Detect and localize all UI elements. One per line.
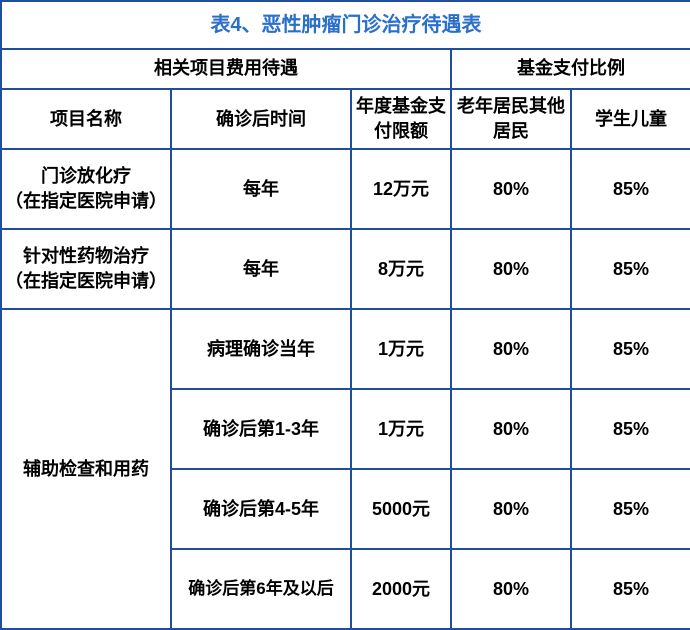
cell-name-aux: 辅助检查和用药	[1, 309, 171, 629]
cell-p2: 85%	[571, 549, 690, 629]
cell-p2: 85%	[571, 389, 690, 469]
cell-p1: 80%	[451, 149, 571, 229]
treatment-table: 表4、恶性肿瘤门诊治疗待遇表 相关项目费用待遇 基金支付比例 项目名称 确诊后时…	[0, 0, 690, 630]
cell-p1: 80%	[451, 389, 571, 469]
header-col-p1: 老年居民其他居民	[451, 89, 571, 149]
cell-time: 每年	[171, 229, 351, 309]
cell-p1: 80%	[451, 229, 571, 309]
cell-limit: 5000元	[351, 469, 451, 549]
header-group-right: 基金支付比例	[451, 49, 690, 89]
cell-time: 病理确诊当年	[171, 309, 351, 389]
cell-p2: 85%	[571, 469, 690, 549]
table-row: 针对性药物治疗 （在指定医院申请） 每年 8万元 80% 85%	[1, 229, 690, 309]
cell-name: 门诊放化疗 （在指定医院申请）	[1, 149, 171, 229]
header-col-time: 确诊后时间	[171, 89, 351, 149]
table-row: 辅助检查和用药 病理确诊当年 1万元 80% 85%	[1, 309, 690, 389]
cell-name: 针对性药物治疗 （在指定医院申请）	[1, 229, 171, 309]
header-col-limit: 年度基金支付限额	[351, 89, 451, 149]
table-row: 门诊放化疗 （在指定医院申请） 每年 12万元 80% 85%	[1, 149, 690, 229]
table-container: 表4、恶性肿瘤门诊治疗待遇表 相关项目费用待遇 基金支付比例 项目名称 确诊后时…	[0, 0, 690, 578]
cell-p1: 80%	[451, 469, 571, 549]
cell-p2: 85%	[571, 229, 690, 309]
cell-time: 确诊后第1-3年	[171, 389, 351, 469]
cell-p1: 80%	[451, 549, 571, 629]
cell-p2: 85%	[571, 149, 690, 229]
header-group-row: 相关项目费用待遇 基金支付比例	[1, 49, 690, 89]
cell-p1: 80%	[451, 309, 571, 389]
cell-limit: 2000元	[351, 549, 451, 629]
header-col-name: 项目名称	[1, 89, 171, 149]
header-group-left: 相关项目费用待遇	[1, 49, 451, 89]
cell-limit: 1万元	[351, 389, 451, 469]
cell-limit: 8万元	[351, 229, 451, 309]
header-sub-row: 项目名称 确诊后时间 年度基金支付限额 老年居民其他居民 学生儿童	[1, 89, 690, 149]
cell-p2: 85%	[571, 309, 690, 389]
cell-time: 确诊后第6年及以后	[171, 549, 351, 629]
cell-limit: 12万元	[351, 149, 451, 229]
title-row: 表4、恶性肿瘤门诊治疗待遇表	[1, 1, 690, 49]
cell-time: 确诊后第4-5年	[171, 469, 351, 549]
header-col-p2: 学生儿童	[571, 89, 690, 149]
cell-limit: 1万元	[351, 309, 451, 389]
table-title: 表4、恶性肿瘤门诊治疗待遇表	[1, 1, 690, 49]
cell-time: 每年	[171, 149, 351, 229]
